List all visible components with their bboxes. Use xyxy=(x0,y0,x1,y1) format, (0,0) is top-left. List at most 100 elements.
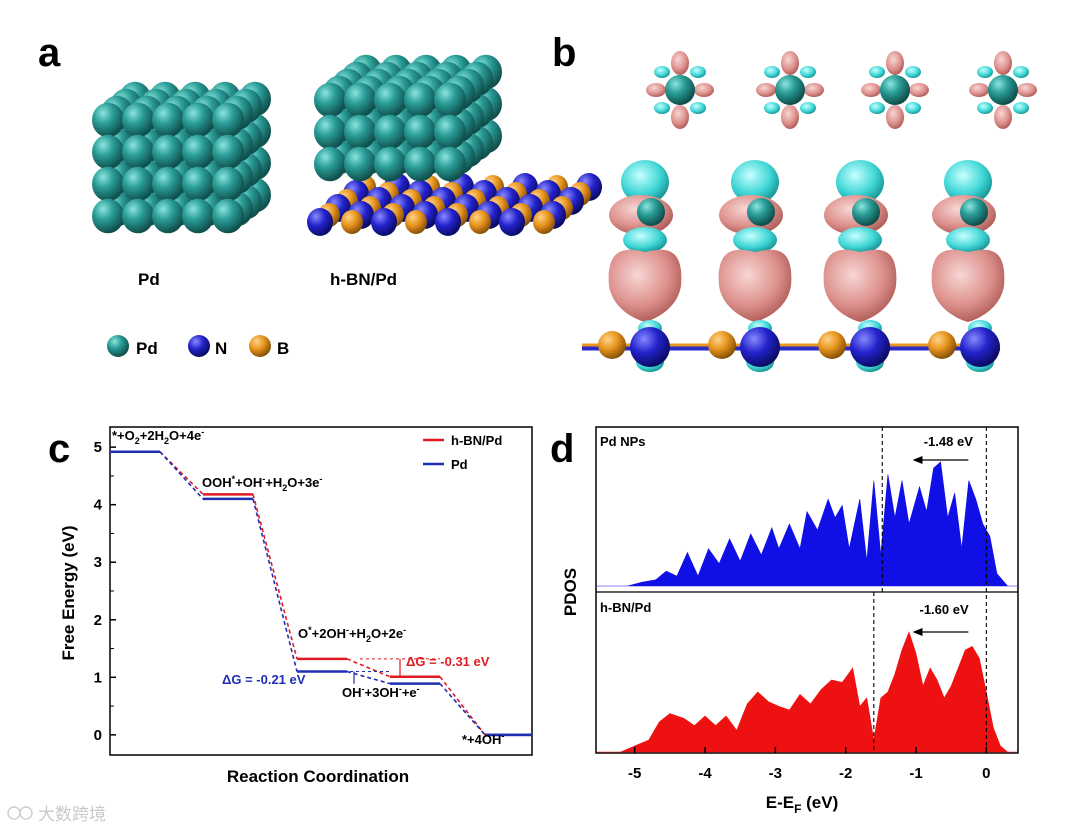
step-label-part: O+4e xyxy=(169,428,201,443)
caption-pd: Pd xyxy=(138,270,160,289)
charge-accumulation-lobe xyxy=(781,51,799,75)
step-label-part: +OH xyxy=(235,475,262,490)
energy-connector-pd xyxy=(159,451,204,500)
n-atom xyxy=(960,327,1000,367)
shift-arrow-head xyxy=(912,456,923,464)
n-atom xyxy=(307,208,333,236)
step-label-part: - xyxy=(362,684,365,694)
panel-label-b: b xyxy=(552,31,576,75)
step-label-part: - xyxy=(346,625,349,635)
charge-accumulation-lobe xyxy=(718,249,792,322)
caption-hbn-pd: h-BN/Pd xyxy=(330,270,397,289)
y-tick-label: 0 xyxy=(94,727,102,744)
charge-accumulation-lobe xyxy=(608,249,682,322)
step-label-part: +e xyxy=(402,685,417,700)
charge-depletion-lobe xyxy=(764,102,780,114)
step-label-part: - xyxy=(417,684,420,694)
series-label-pd-nps: Pd NPs xyxy=(600,434,646,449)
charge-accumulation-lobe xyxy=(994,51,1012,75)
step-label-part: * xyxy=(232,474,236,484)
pd-atom xyxy=(122,134,154,170)
charge-depletion-lobe xyxy=(905,66,921,78)
n-atom xyxy=(850,327,890,367)
panel-label-d: d xyxy=(550,427,574,471)
energy-connector-h-bn-pd xyxy=(439,676,486,736)
d-band-center-label: -1.60 eV xyxy=(920,602,969,617)
pd-atom xyxy=(747,198,775,226)
charge-depletion-lobe xyxy=(731,160,779,204)
charge-accumulation-lobe xyxy=(756,83,776,97)
pd-atom xyxy=(404,146,436,182)
step-label: OOH*​+OH-​+H2​O+3e-​ xyxy=(202,474,322,493)
x-tick-label: -3 xyxy=(769,765,782,782)
charge-depletion-lobe xyxy=(800,66,816,78)
x-tick-label: -4 xyxy=(698,765,712,782)
panel-d-pdos-chart: -5 -4 -3 -2 -1 0 -1.48 eV -1.60 eV Pd NPs h-BN… xyxy=(561,426,1019,816)
step-label-part: 2 xyxy=(282,483,287,493)
step-label: O*​+2OH-​+H2​O+2e-​ xyxy=(298,625,406,644)
pd-atom xyxy=(212,102,244,138)
n-atom xyxy=(435,208,461,236)
step-label-part: +3OH xyxy=(365,685,399,700)
pd-atom xyxy=(344,82,376,118)
step-label-part: +2OH xyxy=(312,626,346,641)
chart-c-xlabel: Reaction Coordination xyxy=(227,767,409,786)
charge-accumulation-lobe xyxy=(671,105,689,129)
y-tick-label: 3 xyxy=(94,554,102,571)
step-label-part: - xyxy=(501,731,504,741)
charge-accumulation-lobe xyxy=(1017,83,1037,97)
n-atom xyxy=(499,208,525,236)
charge-accumulation-lobe xyxy=(969,83,989,97)
step-label-part: * xyxy=(308,625,312,635)
b-atom xyxy=(818,331,846,359)
charge-accumulation-lobe xyxy=(804,83,824,97)
chart-c-legend: h-BN/Pd Pd xyxy=(423,433,502,472)
d-band-center-label: -1.48 eV xyxy=(924,434,973,449)
pd-atom xyxy=(212,166,244,202)
n-atom xyxy=(371,208,397,236)
charge-depletion-lobe xyxy=(621,160,669,204)
step-label-part: OH xyxy=(342,685,362,700)
charge-depletion-lobe xyxy=(623,227,667,253)
charge-depletion-lobe xyxy=(944,160,992,204)
step-label-part: O+2e xyxy=(371,626,403,641)
charge-depletion-lobe xyxy=(690,66,706,78)
step-label-part: - xyxy=(399,684,402,694)
step-label-part: +H xyxy=(349,626,366,641)
energy-connector-h-bn-pd xyxy=(252,494,298,660)
panel-a: Pd h-BN/Pd Pd N B xyxy=(92,54,602,358)
panel-b-charge-density xyxy=(582,51,1037,372)
charge-accumulation-lobe xyxy=(823,249,897,322)
pd-atom xyxy=(434,146,466,182)
x-tick-label: -1 xyxy=(909,765,922,782)
pd-atom xyxy=(182,198,214,234)
pd-atom xyxy=(314,82,346,118)
shift-arrow-head xyxy=(912,628,923,636)
charge-accumulation-lobe xyxy=(886,105,904,129)
pd-atom xyxy=(637,198,665,226)
charge-depletion-lobe xyxy=(733,227,777,253)
pd-atom xyxy=(434,82,466,118)
b-atom xyxy=(405,210,427,234)
n-atom xyxy=(740,327,780,367)
pd-atom xyxy=(852,198,880,226)
series-label-hbn-pd: h-BN/Pd xyxy=(600,600,651,615)
chart-d-ylabel: PDOS xyxy=(561,568,580,616)
watermark-text: 大数跨境 xyxy=(38,805,106,825)
charge-accumulation-lobe xyxy=(931,249,1005,322)
pd-atom xyxy=(182,102,214,138)
pd-atom xyxy=(152,198,184,234)
charge-depletion-lobe xyxy=(869,66,885,78)
charge-depletion-lobe xyxy=(838,227,882,253)
step-label-part: O+3e xyxy=(287,475,319,490)
y-tick-label: 1 xyxy=(94,669,102,686)
step-label-part: - xyxy=(262,474,265,484)
charge-depletion-lobe xyxy=(654,102,670,114)
pd-atom xyxy=(152,134,184,170)
charge-depletion-lobe xyxy=(1013,102,1029,114)
xlabel-unit: (eV) xyxy=(801,793,838,812)
pd-atom xyxy=(775,75,805,105)
watermark: 大数跨境 xyxy=(7,805,106,825)
pd-atom xyxy=(374,146,406,182)
